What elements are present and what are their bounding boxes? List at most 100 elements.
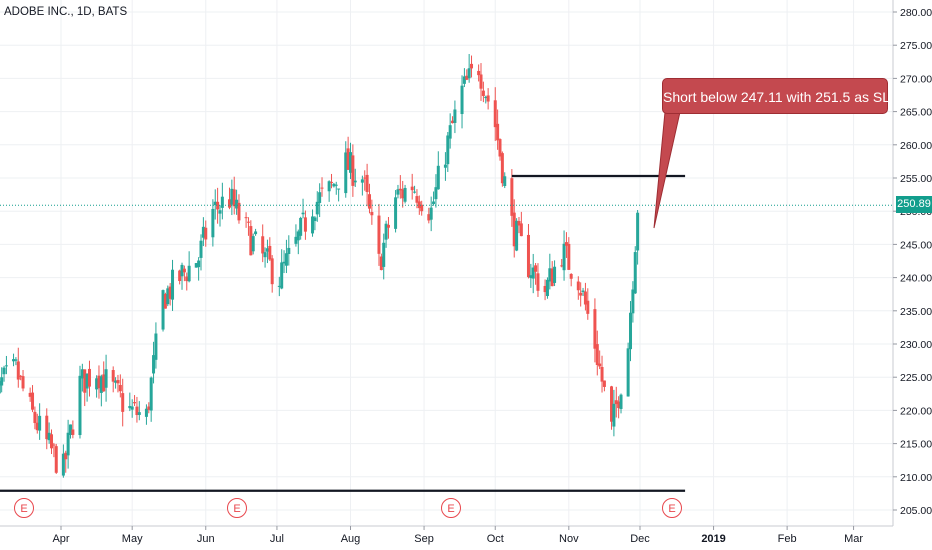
candle-body [168,286,172,299]
candle-body [277,285,281,287]
candle-body [332,183,336,187]
time-axis: Apr May Jun Jul Aug Sep Oct Nov Dec 2019 Feb Mar [0,525,893,545]
candle-body [78,375,82,436]
candle-body [2,367,6,375]
candle-body [263,252,267,258]
candle-body [420,204,424,212]
candle-body [235,199,239,209]
candle-body [434,187,438,200]
earnings-marker[interactable]: E [227,498,247,518]
candle-body [465,75,469,80]
candle-body [171,269,175,300]
candle-body [377,215,381,254]
candle-body [218,210,222,214]
candle-body [54,446,58,473]
candle-body [12,359,16,362]
candle-body [427,214,431,221]
candle-body [382,242,386,267]
candle-body [443,164,447,168]
candle-body [244,217,248,219]
x-tick-label: Sep [414,533,434,545]
candle-body [610,386,614,422]
candle-body [349,152,352,173]
candle-body [28,392,32,397]
candle-body [187,265,191,282]
candle-body [612,403,616,427]
candle-body [351,155,355,186]
earnings-marker[interactable]: E [441,498,461,518]
x-tick-label: Nov [559,533,579,545]
candle-body [21,376,25,389]
candle-body [626,348,630,397]
y-tick-label: 265.00 [900,107,932,119]
candle-body [334,184,338,186]
candle-body [147,406,151,410]
candle-body [85,373,89,389]
candle-body [133,402,137,404]
trade-annotation-callout[interactable]: Short below 247.11 with 251.5 as SL [662,78,890,114]
candle-body [595,344,599,366]
candle-body [45,415,49,440]
candle-body [581,290,585,292]
candle-body [35,422,39,431]
candle-body [33,411,37,424]
candle-body [182,268,186,273]
candle-body [102,374,106,392]
earnings-marker[interactable]: E [662,498,682,518]
candle-body [237,202,241,221]
callout-pointer [653,111,681,229]
candle-body [562,243,566,271]
candle-body [61,453,65,476]
candle-body [50,434,54,449]
candle-body [163,293,167,309]
candle-body [600,366,604,382]
candle-body [294,236,298,244]
earnings-marker[interactable]: E [14,498,34,518]
candle-body [579,292,583,296]
candle-body [531,267,535,279]
candle-body [493,100,497,128]
y-tick-label: 210.00 [900,472,932,484]
candle-body [38,415,42,431]
candle-body [149,377,153,411]
candle-body [166,288,170,305]
candle-body [80,369,84,379]
x-tick-label: Jul [270,533,284,545]
candle-body [83,369,87,393]
candle-body [496,123,500,141]
candle-body [71,429,75,435]
candle-body [211,208,215,238]
candle-body [448,125,452,139]
candle-body [517,221,521,226]
candle-body [410,186,414,191]
candle-body [415,196,419,203]
x-tick-label: May [122,533,143,545]
candle-body [0,381,1,394]
candle-body [619,394,623,409]
candle-body [111,370,115,382]
y-tick-label: 270.00 [900,73,932,85]
candle-body [265,248,269,252]
last-price-label: 250.89 [896,196,932,213]
candle-body [296,231,300,241]
candle-body [52,444,56,446]
candle-body [384,223,388,240]
candle-body [370,211,374,216]
candle-body [598,363,602,367]
candle-body [401,189,405,199]
y-tick-label: 275.00 [900,40,932,52]
candle-body [194,263,198,268]
candle-body [519,223,523,237]
candle-body [503,176,507,186]
candle-body [66,432,70,456]
candle-body [470,63,474,69]
candle-body [249,226,253,256]
candle-body [270,258,274,285]
x-tick-label: Dec [630,533,650,545]
candle-body [403,187,407,202]
candle-body [526,234,530,278]
candle-body [87,368,91,387]
candle-body [311,216,315,234]
candle-body [564,242,568,246]
